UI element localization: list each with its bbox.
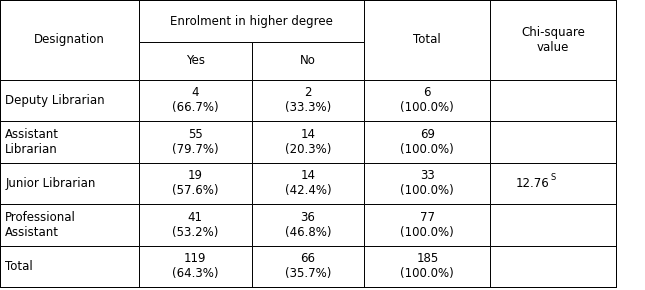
- Bar: [139, 163, 252, 204]
- Bar: [0, 80, 139, 121]
- Text: 69
(100.0%): 69 (100.0%): [401, 128, 454, 156]
- Text: Assistant
Librarian: Assistant Librarian: [5, 128, 59, 156]
- Text: Designation: Designation: [34, 33, 104, 46]
- Text: 19
(57.6%): 19 (57.6%): [172, 169, 219, 197]
- Text: 33
(100.0%): 33 (100.0%): [401, 169, 454, 197]
- Text: Deputy Librarian: Deputy Librarian: [5, 94, 104, 107]
- Text: Chi-square
value: Chi-square value: [521, 26, 585, 54]
- Bar: [364, 0, 490, 80]
- Text: Junior Librarian: Junior Librarian: [5, 177, 95, 190]
- Bar: [139, 246, 252, 287]
- Text: 41
(53.2%): 41 (53.2%): [172, 211, 218, 239]
- Text: 2
(33.3%): 2 (33.3%): [285, 86, 331, 115]
- Text: Total: Total: [5, 260, 33, 273]
- Bar: [364, 163, 490, 204]
- Bar: [364, 204, 490, 246]
- Bar: [490, 121, 616, 163]
- Bar: [490, 80, 616, 121]
- Bar: [139, 42, 252, 80]
- Text: S: S: [551, 173, 556, 182]
- Bar: [0, 0, 139, 80]
- Bar: [0, 246, 139, 287]
- Bar: [252, 163, 364, 204]
- Text: Professional
Assistant: Professional Assistant: [5, 211, 76, 239]
- Bar: [252, 204, 364, 246]
- Text: 77
(100.0%): 77 (100.0%): [401, 211, 454, 239]
- Bar: [490, 246, 616, 287]
- Bar: [252, 80, 364, 121]
- Bar: [139, 0, 364, 42]
- Bar: [0, 163, 139, 204]
- Bar: [490, 0, 616, 80]
- Bar: [139, 121, 252, 163]
- Text: 55
(79.7%): 55 (79.7%): [172, 128, 219, 156]
- Bar: [252, 42, 364, 80]
- Bar: [364, 80, 490, 121]
- Text: 6
(100.0%): 6 (100.0%): [401, 86, 454, 115]
- Text: Total: Total: [413, 33, 441, 46]
- Text: 14
(20.3%): 14 (20.3%): [285, 128, 331, 156]
- Text: 14
(42.4%): 14 (42.4%): [284, 169, 332, 197]
- Bar: [364, 121, 490, 163]
- Bar: [0, 204, 139, 246]
- Bar: [139, 204, 252, 246]
- Text: 185
(100.0%): 185 (100.0%): [401, 252, 454, 280]
- Text: Enrolment in higher degree: Enrolment in higher degree: [170, 14, 333, 28]
- Bar: [490, 204, 616, 246]
- Bar: [364, 246, 490, 287]
- Text: No: No: [300, 55, 316, 67]
- Text: 4
(66.7%): 4 (66.7%): [172, 86, 219, 115]
- Bar: [0, 121, 139, 163]
- Text: 119
(64.3%): 119 (64.3%): [172, 252, 219, 280]
- Bar: [139, 80, 252, 121]
- Bar: [252, 246, 364, 287]
- Text: 36
(46.8%): 36 (46.8%): [284, 211, 332, 239]
- Text: Yes: Yes: [186, 55, 204, 67]
- Text: 66
(35.7%): 66 (35.7%): [285, 252, 331, 280]
- Bar: [490, 163, 616, 204]
- Bar: [252, 121, 364, 163]
- Text: 12.76: 12.76: [516, 177, 550, 190]
